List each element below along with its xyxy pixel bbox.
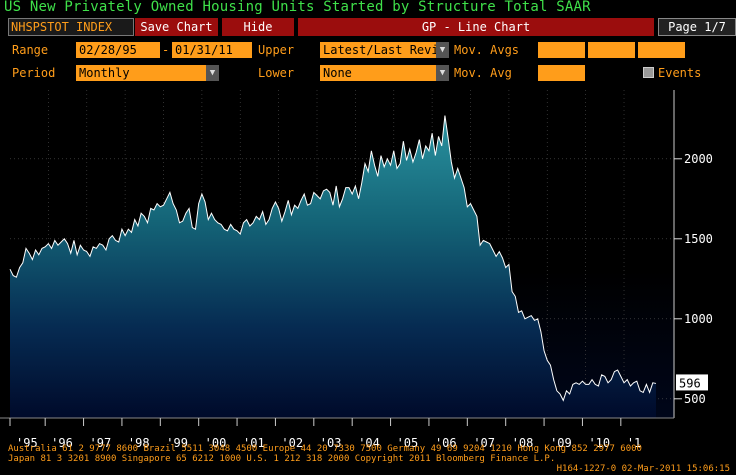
x-tick-label: '1 — [627, 436, 641, 450]
x-tick-label: '05 — [397, 436, 419, 450]
footer-line-1: Australia 61 2 9777 8600 Brazil 5511 304… — [8, 444, 642, 454]
lower-select[interactable]: None — [320, 65, 436, 81]
x-tick-label: '10 — [588, 436, 610, 450]
mov-avg-3-input[interactable] — [638, 42, 685, 58]
upper-select[interactable]: Latest/Last Revi — [320, 42, 436, 58]
footer-line-2: Japan 81 3 3201 8900 Singapore 65 6212 1… — [8, 454, 556, 464]
ticker-field[interactable]: NHSPSTOT INDEX — [8, 18, 134, 36]
mov-avg-label: Mov. Avg — [454, 66, 512, 80]
line-chart[interactable]: 500 1000 1500 2000 '95 '96 '97 '98 '99 '00 '01 '02… — [0, 83, 736, 455]
x-tick-label: '96 — [51, 436, 73, 450]
x-tick-label: '97 — [90, 436, 112, 450]
series-area — [10, 115, 656, 418]
x-tick-label: '04 — [358, 436, 380, 450]
last-value-box — [676, 374, 708, 391]
page-indicator[interactable]: Page 1/7 — [658, 18, 736, 36]
y-tick-label: 1000 — [684, 312, 713, 326]
events-checkbox-icon[interactable] — [643, 67, 654, 78]
period-select[interactable]: Monthly — [76, 65, 206, 81]
x-tick-label: '09 — [550, 436, 572, 450]
mov-avgs-label: Mov. Avgs — [454, 43, 520, 57]
lower-label: Lower — [258, 66, 295, 80]
period-label: Period — [12, 66, 56, 80]
last-value-label: 596 — [679, 376, 701, 390]
range-label: Range — [12, 43, 49, 57]
lower-dropdown-icon[interactable]: ▼ — [436, 65, 449, 81]
x-tick-label: '98 — [128, 436, 150, 450]
x-tick-label: '06 — [435, 436, 457, 450]
upper-label: Upper — [258, 43, 295, 57]
last-value-marker: 596 — [676, 374, 708, 391]
upper-dropdown-icon[interactable]: ▼ — [436, 42, 449, 58]
save-chart-button[interactable]: Save Chart — [135, 18, 218, 36]
period-dropdown-icon[interactable]: ▼ — [206, 65, 219, 81]
x-tick-label: '07 — [473, 436, 495, 450]
chart-title: US New Privately Owned Housing Units Sta… — [4, 0, 591, 15]
y-axis: 500 1000 1500 2000 — [673, 90, 713, 418]
x-tick-label: '99 — [166, 436, 188, 450]
x-tick-label: '95 — [16, 436, 38, 450]
x-tick-label: '08 — [512, 436, 534, 450]
events-toggle[interactable]: Events — [643, 65, 701, 81]
range-start-input[interactable]: 02/28/95 — [76, 42, 160, 58]
mov-avg-input[interactable] — [538, 65, 585, 81]
y-tick-label: 2000 — [684, 152, 713, 166]
footer-line-3: H164-1227-0 02-Mar-2011 15:06:15 — [556, 464, 730, 474]
range-separator: - — [162, 43, 170, 57]
y-tick-label: 500 — [684, 392, 706, 406]
events-label: Events — [658, 66, 702, 80]
series-line — [9, 115, 657, 402]
x-tick-label: '01 — [243, 436, 265, 450]
range-end-input[interactable]: 01/31/11 — [172, 42, 252, 58]
x-tick-label: '03 — [320, 436, 342, 450]
hide-button[interactable]: Hide — [222, 18, 294, 36]
toolbar: NHSPSTOT INDEX Save Chart Hide GP - Line… — [0, 18, 736, 36]
x-tick-label: '00 — [205, 436, 227, 450]
mov-avg-2-input[interactable] — [588, 42, 635, 58]
x-tick-label: '02 — [281, 436, 303, 450]
x-axis: '95 '96 '97 '98 '99 '00 '01 '02 '03 '04 '05 '06 '07 '… — [0, 417, 674, 450]
y-tick-label: 1500 — [684, 232, 713, 246]
mov-avg-1-input[interactable] — [538, 42, 585, 58]
function-label: GP - Line Chart — [298, 18, 654, 36]
